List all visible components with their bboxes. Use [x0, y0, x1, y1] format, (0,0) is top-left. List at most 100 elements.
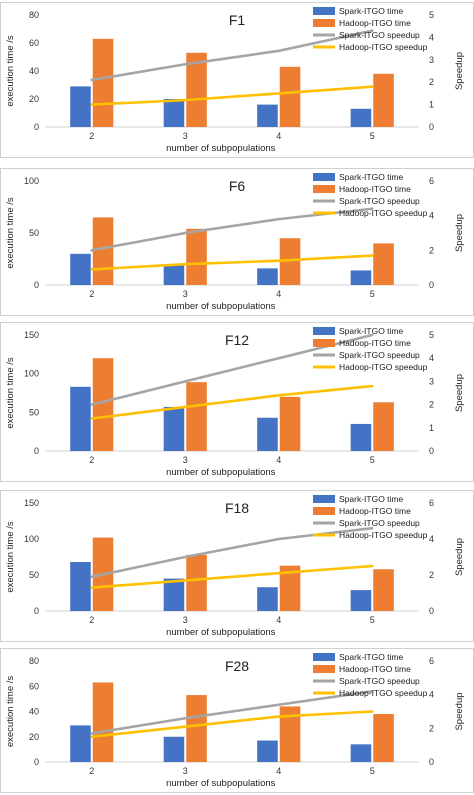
y-tick-label: 50 [29, 228, 39, 238]
legend-label: Spark-ITGO speedup [339, 676, 420, 686]
chart-panel-f6: 0 50 100 0 2 4 6 2 3 4 5 number of subpopulations ex… [0, 168, 474, 316]
y-tick-label: 80 [29, 10, 39, 20]
legend-swatch [313, 7, 335, 15]
y-axis-title: execution time /s [5, 197, 16, 269]
y2-tick-label: 4 [429, 211, 434, 221]
legend-swatch [313, 653, 335, 661]
legend-label: Hadoop-ITGO speedup [339, 208, 428, 218]
chart-panel-f28: 0 20 40 60 80 0 2 4 6 2 3 4 5 number of subpopulation… [0, 648, 474, 793]
legend-label: Spark-ITGO time [339, 326, 404, 336]
y2-tick-label: 6 [429, 176, 434, 186]
y-tick-label: 60 [29, 38, 39, 48]
x-tick-label: 3 [183, 289, 188, 299]
bar-hadoop-time [279, 238, 301, 285]
bar-spark-time [163, 265, 185, 285]
bar-hadoop-time [373, 569, 394, 611]
bar-hadoop-time [92, 217, 114, 285]
chart-title: F28 [225, 658, 249, 674]
legend-swatch [313, 173, 335, 181]
y2-axis-title: Speedup [454, 374, 465, 412]
line-spark-speedup [90, 29, 374, 82]
y-tick-label: 0 [34, 280, 39, 290]
x-axis-title: number of subpopulations [166, 467, 276, 478]
bar-hadoop-time [186, 52, 207, 127]
y2-tick-label: 4 [429, 534, 434, 544]
bar-hadoop-time [186, 695, 207, 762]
line-spark-speedup [90, 207, 374, 252]
line-hadoop-speedup [90, 254, 374, 271]
y2-tick-label: 5 [429, 330, 434, 340]
y2-axis-title: Speedup [454, 52, 465, 90]
y2-tick-label: 6 [429, 656, 434, 666]
y-tick-label: 0 [34, 122, 39, 132]
legend-label: Spark-ITGO time [339, 494, 404, 504]
x-tick-label: 4 [276, 131, 281, 141]
bar-hadoop-time [279, 66, 301, 127]
x-tick-label: 4 [276, 289, 281, 299]
chart-f18: 0 50 100 150 0 2 4 6 2 3 4 5 number of subpopulation… [5, 494, 465, 638]
legend-label: Hadoop-ITGO time [339, 506, 411, 516]
bar-spark-time [163, 736, 185, 762]
bar-spark-time [350, 744, 372, 762]
y2-tick-label: 3 [429, 376, 434, 386]
y-axis-title: execution time /s [5, 357, 16, 429]
bar-spark-time [70, 386, 91, 451]
y-axis-title: execution time /s [5, 521, 16, 593]
bar-hadoop-time [373, 714, 394, 762]
x-tick-label: 4 [276, 615, 281, 625]
x-tick-label: 2 [89, 615, 94, 625]
x-tick-label: 3 [183, 455, 188, 465]
y2-axis-title: Speedup [454, 538, 465, 576]
y2-tick-label: 4 [429, 353, 434, 363]
y-tick-label: 0 [34, 446, 39, 456]
x-tick-label: 5 [370, 615, 375, 625]
bar-spark-time [257, 587, 278, 611]
x-tick-label: 5 [370, 455, 375, 465]
y-tick-label: 80 [29, 656, 39, 666]
y-tick-label: 0 [34, 606, 39, 616]
legend-label: Spark-ITGO speedup [339, 196, 420, 206]
bar-hadoop-time [92, 38, 114, 127]
y2-tick-label: 5 [429, 10, 434, 20]
y-tick-label: 40 [29, 707, 39, 717]
legend-label: Hadoop-ITGO time [339, 664, 411, 674]
x-tick-label: 4 [276, 455, 281, 465]
x-axis-title: number of subpopulations [166, 143, 276, 154]
legend-swatch [313, 495, 335, 503]
y2-tick-label: 2 [429, 723, 434, 733]
bar-hadoop-time [373, 402, 394, 451]
chart-title: F1 [229, 12, 246, 28]
legend-label: Hadoop-ITGO time [339, 184, 411, 194]
y-tick-label: 60 [29, 681, 39, 691]
bar-spark-time [163, 99, 185, 127]
y-tick-label: 40 [29, 66, 39, 76]
bar-spark-time [350, 423, 372, 451]
chart-f28: 0 20 40 60 80 0 2 4 6 2 3 4 5 number of subpopulation… [5, 652, 465, 789]
legend-swatch [313, 19, 335, 27]
y-tick-label: 20 [29, 732, 39, 742]
line-hadoop-speedup [90, 564, 374, 589]
bar-hadoop-time [279, 565, 301, 611]
x-tick-label: 2 [89, 289, 94, 299]
bar-spark-time [257, 740, 278, 762]
chart-panel-f18: 0 50 100 150 0 2 4 6 2 3 4 5 number of subpopulation… [0, 490, 474, 642]
y2-tick-label: 0 [429, 280, 434, 290]
y2-tick-label: 2 [429, 570, 434, 580]
bar-hadoop-time [373, 243, 394, 285]
y-tick-label: 150 [24, 498, 39, 508]
bar-spark-time [70, 725, 91, 762]
bar-spark-time [163, 578, 185, 611]
legend-label: Spark-ITGO speedup [339, 350, 420, 360]
y-tick-label: 50 [29, 570, 39, 580]
chart-panel-f12: 0 50 100 150 0 1 2 3 4 5 2 3 4 5 number of subpopulati… [0, 322, 474, 482]
x-tick-label: 5 [370, 289, 375, 299]
x-tick-label: 2 [89, 131, 94, 141]
x-tick-label: 5 [370, 766, 375, 776]
legend-label: Hadoop-ITGO speedup [339, 688, 428, 698]
bar-hadoop-time [92, 358, 114, 451]
y-tick-label: 20 [29, 94, 39, 104]
x-tick-label: 3 [183, 131, 188, 141]
line-spark-speedup [90, 689, 374, 735]
legend-swatch [313, 327, 335, 335]
